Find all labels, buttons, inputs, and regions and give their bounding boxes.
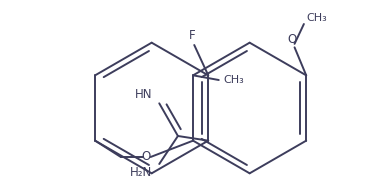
Text: O: O	[288, 33, 297, 46]
Text: F: F	[189, 29, 195, 42]
Text: CH₃: CH₃	[306, 13, 327, 23]
Text: CH₃: CH₃	[223, 75, 244, 85]
Text: HN: HN	[135, 88, 152, 101]
Text: O: O	[142, 150, 151, 164]
Text: H₂N: H₂N	[130, 166, 152, 179]
